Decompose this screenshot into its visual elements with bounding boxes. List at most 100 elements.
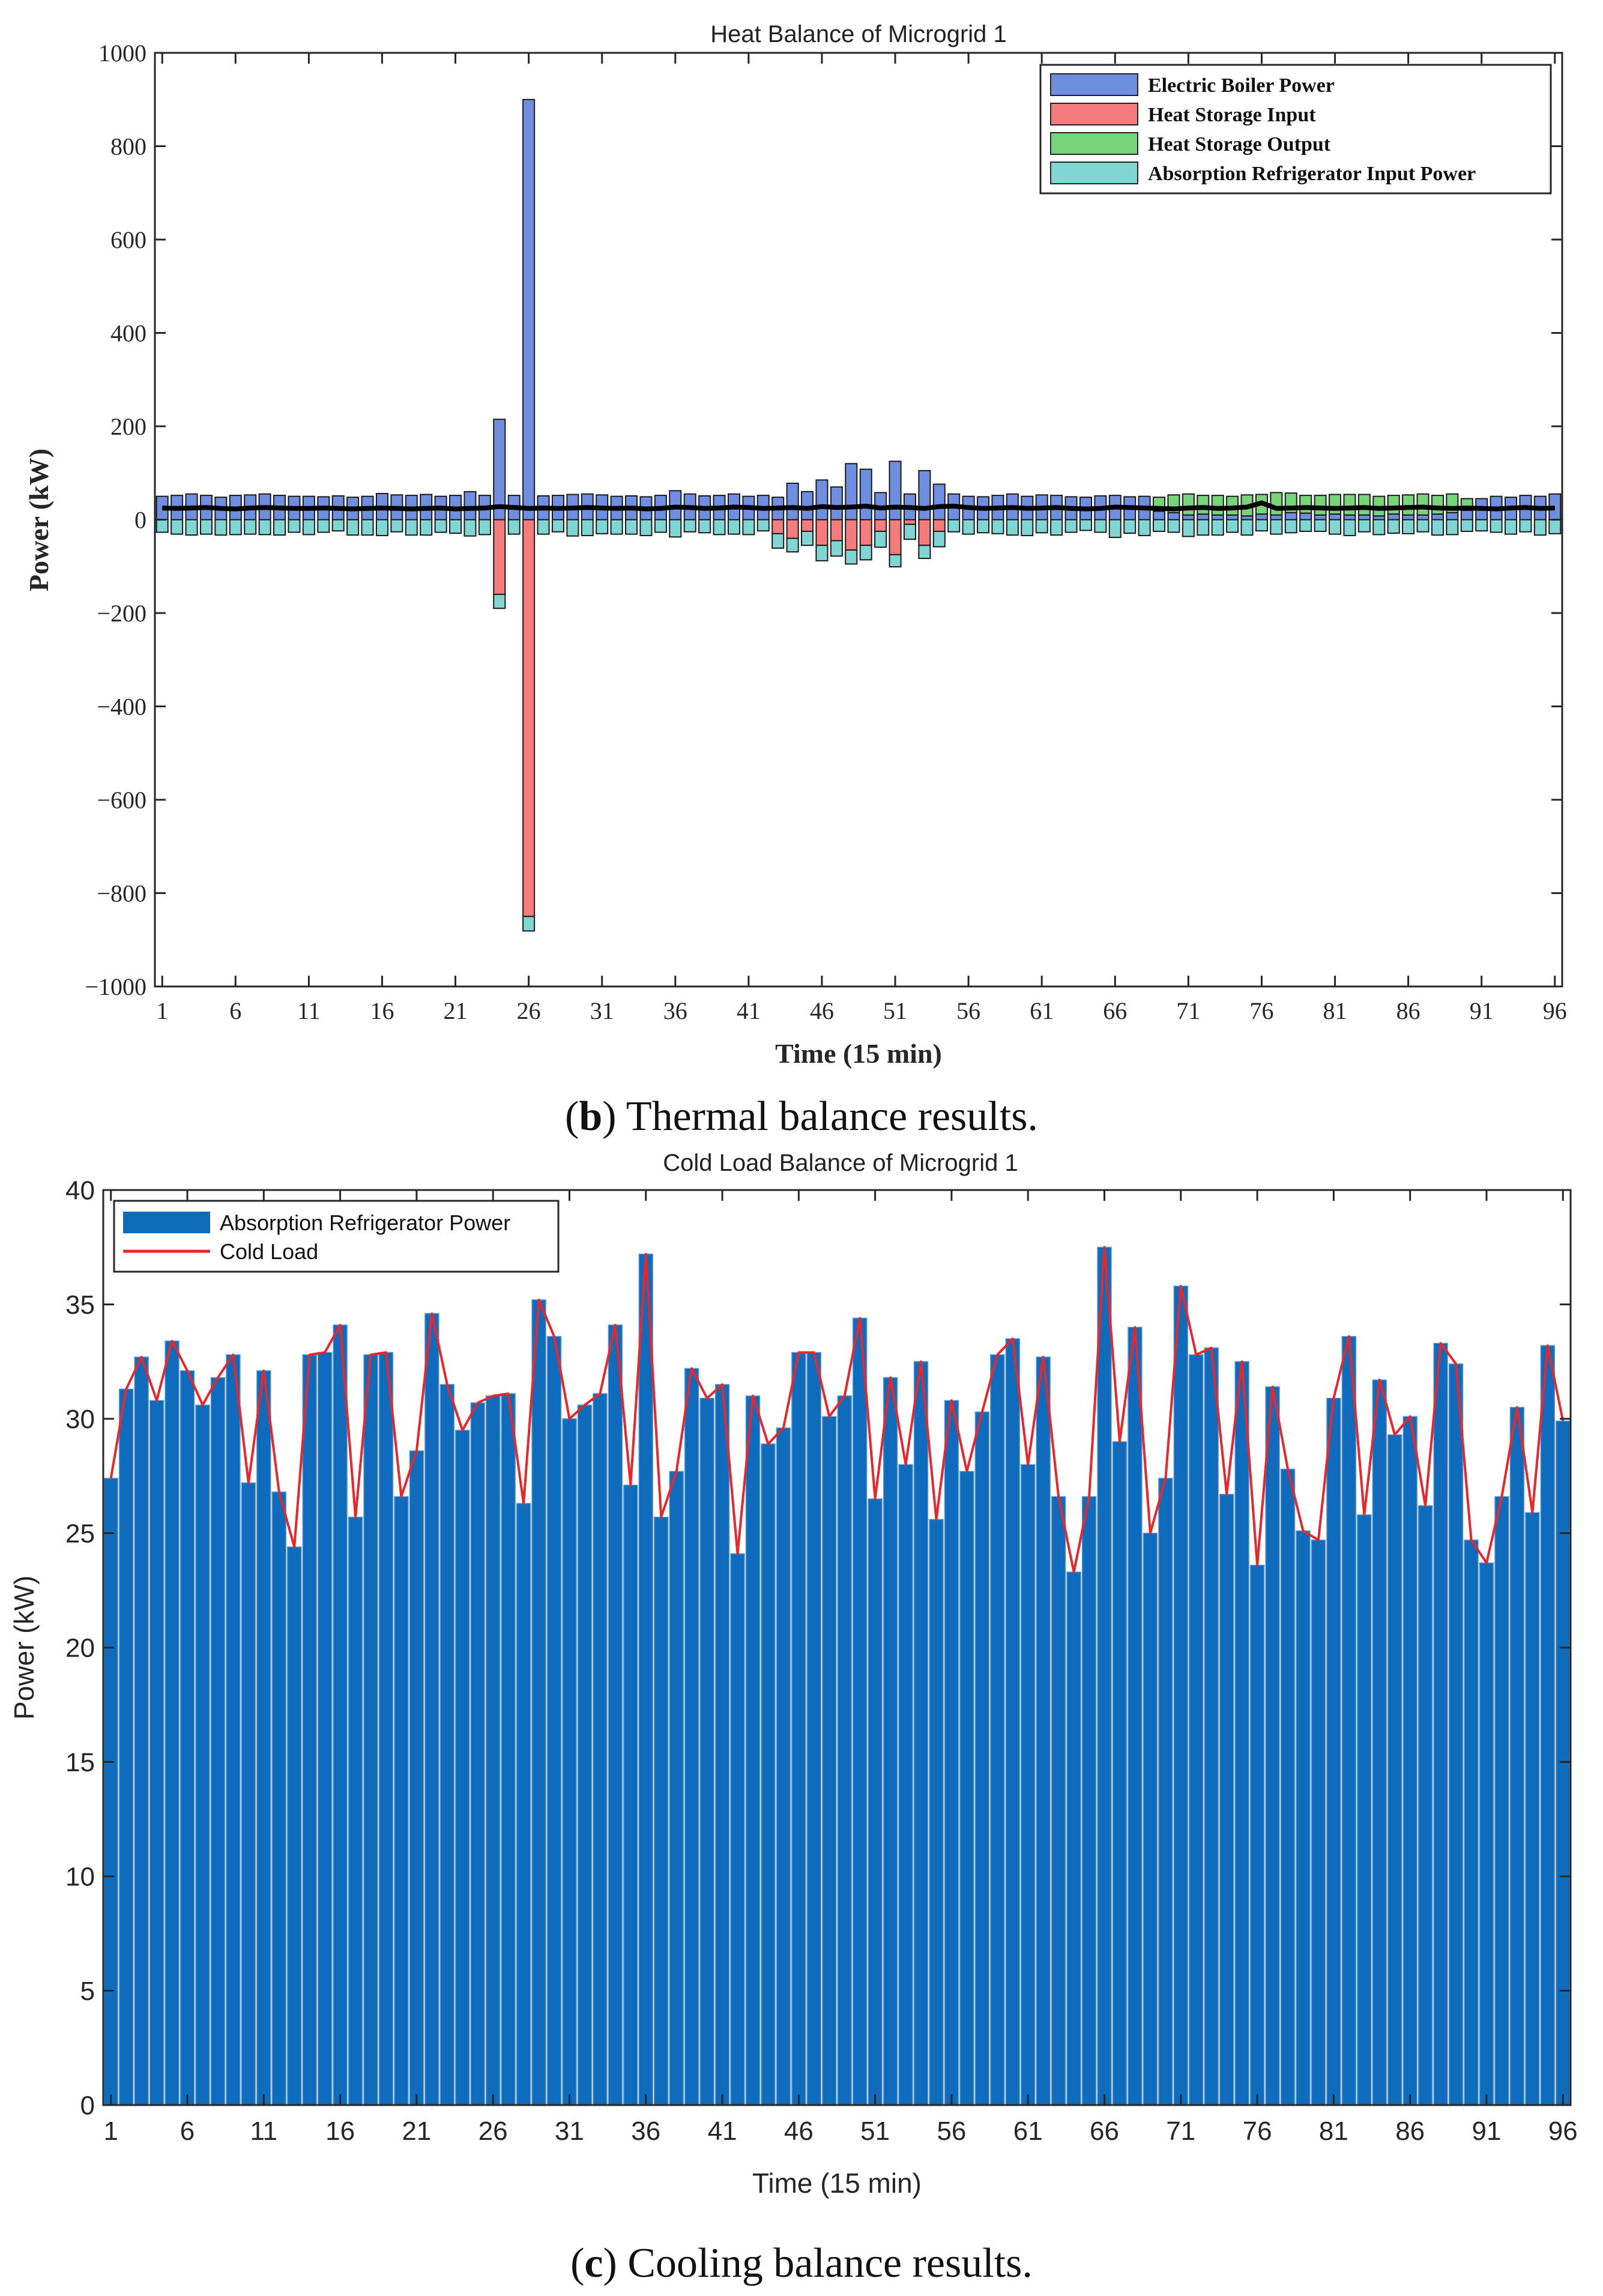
bar-heat-storage-input-49 (859, 519, 872, 546)
thermal-chart-title: Heat Balance of Microgrid 1 (710, 21, 1007, 47)
bar-absorption-refrigerator-power-79 (1296, 1530, 1311, 2106)
bar-heat-storage-input-24 (493, 519, 506, 595)
x-tick-label: 21 (402, 2116, 431, 2146)
x-tick-label: 6 (229, 997, 241, 1024)
bar-absorption-refrigerator-power-53 (898, 1464, 913, 2106)
legend-label-heat-storage-output: Heat Storage Output (1148, 133, 1331, 156)
bar-electric-boiler-power-74 (1226, 514, 1239, 521)
bar-absorption-refrigerator-power-80 (1311, 1539, 1326, 2106)
y-tick-label: −1000 (85, 973, 146, 1000)
thermal-axes-frame (154, 52, 1563, 988)
bar-absorption-refrigerator-input-power-80 (1314, 519, 1327, 532)
bar-absorption-refrigerator-power-32 (577, 1404, 593, 2106)
bar-absorption-refrigerator-power-40 (699, 1397, 714, 2106)
bar-absorption-refrigerator-power-30 (546, 1336, 562, 2106)
legend-swatch-heat-storage-output (1050, 132, 1138, 155)
x-tick-label: 81 (1319, 2116, 1348, 2146)
bar-absorption-refrigerator-power-21 (409, 1450, 424, 2106)
bar-electric-boiler-power-48 (845, 463, 858, 521)
bar-absorption-refrigerator-power-76 (1249, 1565, 1265, 2106)
bar-absorption-refrigerator-power-75 (1234, 1361, 1249, 2106)
bar-absorption-refrigerator-input-power-91 (1475, 519, 1488, 532)
x-tick-label: 11 (297, 997, 321, 1024)
x-tick-label: 76 (1249, 997, 1273, 1024)
bar-absorption-refrigerator-power-92 (1494, 1496, 1509, 2106)
bar-absorption-refrigerator-power-67 (1112, 1441, 1128, 2106)
bar-absorption-refrigerator-power-91 (1479, 1562, 1494, 2106)
x-tick-label: 41 (708, 2116, 737, 2146)
x-tick-label: 46 (810, 997, 834, 1024)
bar-absorption-refrigerator-power-3 (134, 1356, 149, 2106)
bar-electric-boiler-power-83 (1357, 514, 1371, 521)
bar-absorption-refrigerator-power-64 (1066, 1571, 1081, 2106)
bar-electric-boiler-power-82 (1343, 514, 1356, 521)
cooling-cold-load-line (109, 1246, 1565, 1574)
bar-absorption-refrigerator-power-54 (913, 1361, 929, 2106)
bar-absorption-refrigerator-input-power-25 (507, 519, 521, 535)
bar-absorption-refrigerator-power-44 (761, 1443, 776, 2106)
bar-absorption-refrigerator-input-power-16 (375, 519, 388, 536)
bar-absorption-refrigerator-input-power-48 (845, 549, 858, 565)
bar-absorption-refrigerator-input-power-13 (331, 519, 345, 532)
y-tick-label: 30 (65, 1404, 95, 1434)
bar-absorption-refrigerator-input-power-29 (566, 519, 579, 537)
bar-electric-boiler-power-69 (1153, 510, 1166, 521)
bar-heat-storage-output-79 (1299, 495, 1312, 514)
bar-absorption-refrigerator-power-16 (333, 1325, 348, 2106)
bar-absorption-refrigerator-input-power-36 (669, 519, 682, 538)
bar-absorption-refrigerator-power-8 (210, 1377, 226, 2106)
x-tick-label: 96 (1543, 997, 1567, 1024)
bar-absorption-refrigerator-input-power-84 (1372, 519, 1386, 536)
bar-absorption-refrigerator-input-power-30 (581, 519, 594, 536)
x-tick-label: 36 (631, 2116, 660, 2146)
legend-swatch-electric-boiler (1050, 73, 1138, 96)
cooling-chart-title: Cold Load Balance of Microgrid 1 (663, 1150, 1018, 1176)
bar-absorption-refrigerator-power-70 (1158, 1478, 1173, 2106)
bar-absorption-refrigerator-power-24 (455, 1430, 470, 2106)
bar-absorption-refrigerator-input-power-47 (830, 540, 843, 557)
x-tick-label: 71 (1166, 2116, 1195, 2146)
bar-absorption-refrigerator-input-power-51 (889, 554, 902, 568)
bar-absorption-refrigerator-input-power-75 (1240, 519, 1254, 536)
bar-absorption-refrigerator-power-69 (1143, 1532, 1158, 2106)
x-tick-label: 41 (737, 997, 761, 1024)
legend-label-cold-load: Cold Load (220, 1239, 318, 1264)
bar-absorption-refrigerator-power-9 (226, 1354, 241, 2106)
cooling-plot-area (103, 1190, 1571, 2105)
bar-absorption-refrigerator-power-35 (623, 1484, 638, 2106)
bar-absorption-refrigerator-input-power-74 (1226, 519, 1239, 533)
bar-absorption-refrigerator-input-power-21 (449, 519, 462, 534)
bar-electric-boiler-power-80 (1314, 514, 1327, 521)
legend-swatch-absorption-input (1050, 162, 1138, 184)
bar-absorption-refrigerator-power-62 (1036, 1356, 1051, 2106)
bar-absorption-refrigerator-input-power-55 (947, 519, 961, 533)
bar-absorption-refrigerator-input-power-62 (1050, 519, 1063, 536)
bar-absorption-refrigerator-power-74 (1219, 1493, 1234, 2106)
legend-swatch-absorption-refrigerator-power (123, 1212, 210, 1233)
bar-electric-boiler-power-90 (1460, 509, 1473, 521)
bar-heat-storage-output-77 (1270, 492, 1283, 516)
bar-absorption-refrigerator-input-power-31 (596, 519, 609, 534)
bar-absorption-refrigerator-power-49 (837, 1395, 852, 2106)
bar-heat-storage-output-73 (1211, 495, 1224, 516)
bar-heat-storage-input-45 (801, 519, 814, 532)
bar-absorption-refrigerator-input-power-63 (1064, 519, 1078, 533)
bar-absorption-refrigerator-power-93 (1509, 1407, 1525, 2106)
y-tick-label: 25 (65, 1519, 95, 1548)
bar-absorption-refrigerator-power-56 (944, 1400, 959, 2106)
cooling-y-axis-label: Power (kW) (8, 1575, 40, 1720)
x-tick-label: 51 (883, 997, 907, 1024)
bar-absorption-refrigerator-power-94 (1525, 1512, 1540, 2106)
y-tick-label: 0 (134, 507, 146, 534)
bar-absorption-refrigerator-power-6 (180, 1370, 195, 2106)
bar-absorption-refrigerator-power-27 (501, 1393, 516, 2106)
bar-absorption-refrigerator-input-power-15 (361, 519, 374, 536)
bar-heat-storage-input-48 (845, 519, 858, 551)
cooling-y-ticks: 0 5 10 15 20 25 30 35 40 (65, 1176, 1571, 2120)
bar-absorption-refrigerator-power-52 (883, 1377, 898, 2106)
y-tick-label: 35 (65, 1290, 95, 1320)
bar-absorption-refrigerator-input-power-4 (199, 519, 213, 535)
bar-absorption-refrigerator-power-42 (730, 1553, 745, 2106)
bar-absorption-refrigerator-power-59 (990, 1354, 1005, 2106)
bar-electric-boiler-power-87 (1416, 514, 1429, 521)
